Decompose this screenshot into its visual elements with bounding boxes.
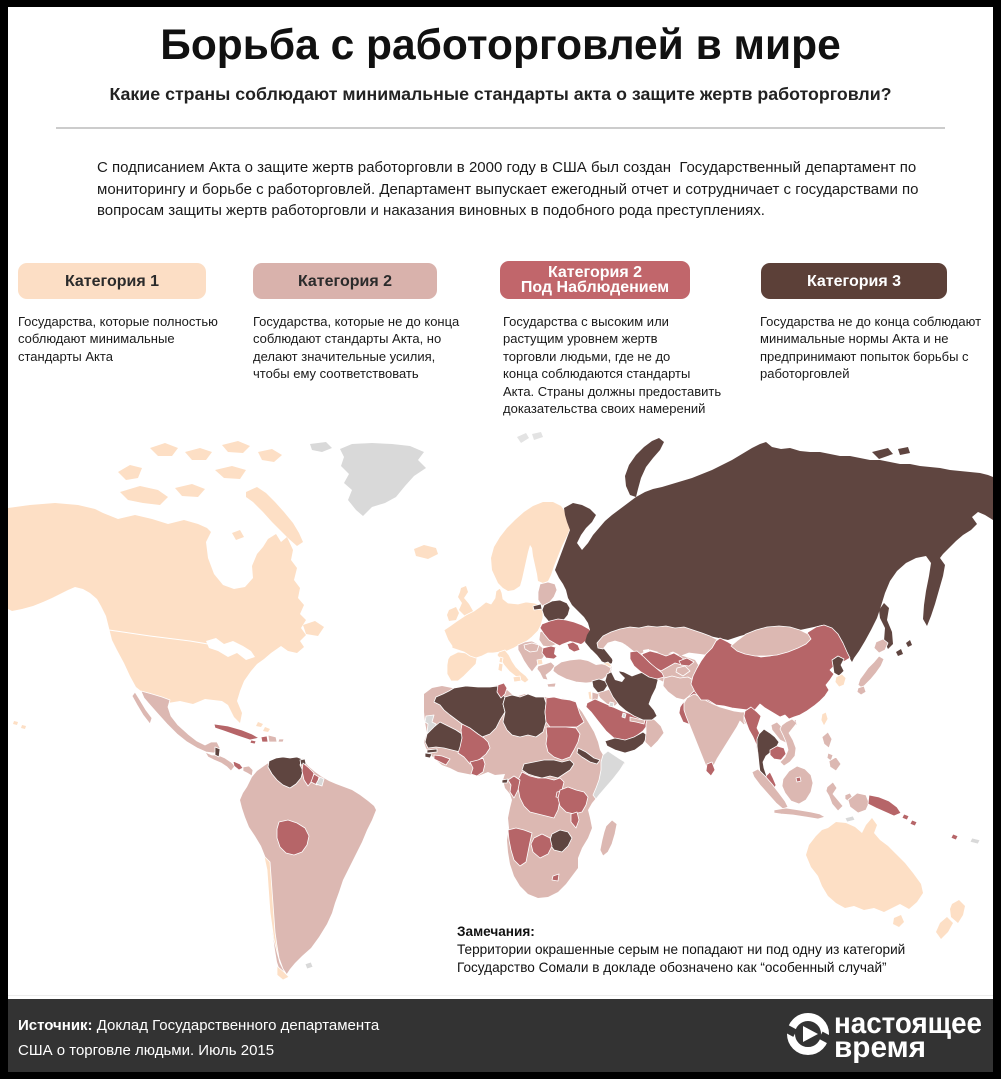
svg-text:время: время bbox=[834, 1031, 926, 1064]
svg-text:настоящее: настоящее bbox=[834, 1007, 982, 1040]
